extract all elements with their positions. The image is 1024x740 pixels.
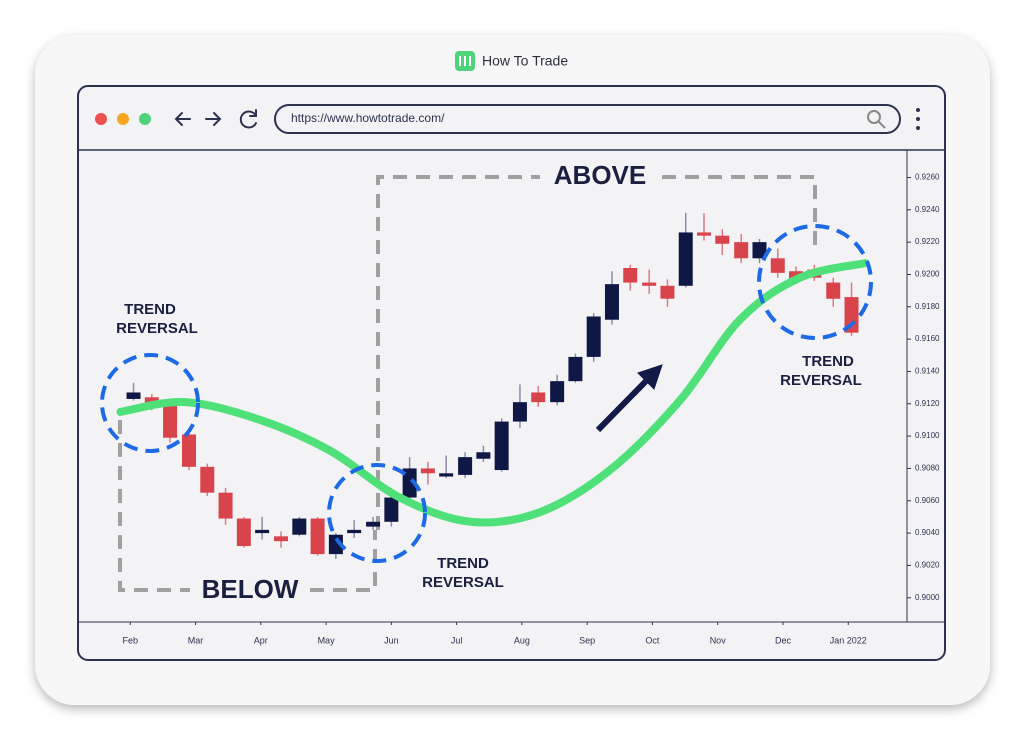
candle-body [347, 529, 362, 534]
annotation: BELOW [202, 574, 299, 604]
candle-body [218, 492, 233, 519]
candle-body [642, 282, 657, 286]
candle-body [476, 452, 491, 459]
x-tick-label: Mar [188, 635, 204, 645]
annotation: TREND [802, 353, 854, 370]
y-tick-label: 0.9180 [915, 302, 940, 311]
candle-body [366, 521, 381, 527]
candle-body [310, 518, 325, 555]
candle-body [126, 392, 141, 399]
address-bar[interactable] [274, 104, 901, 134]
x-tick-label: Nov [710, 635, 727, 645]
candle-body [182, 434, 197, 467]
candle-body [586, 316, 601, 357]
x-tick-label: Jul [451, 635, 463, 645]
candle-body [274, 536, 289, 542]
candle-body [200, 466, 215, 493]
x-tick-label: Jun [384, 635, 399, 645]
candle-body [770, 258, 785, 273]
annotation: REVERSAL [116, 320, 198, 337]
annotation: TREND [124, 301, 176, 318]
annotation: REVERSAL [422, 574, 504, 591]
menu-button[interactable] [916, 108, 920, 130]
candle-body [531, 392, 546, 403]
candle-body [236, 518, 251, 547]
y-tick-label: 0.9120 [915, 399, 940, 408]
x-tick-label: Jan 2022 [830, 635, 867, 645]
x-tick-label: Aug [514, 635, 530, 645]
browser-window [77, 85, 946, 661]
y-tick-label: 0.9200 [915, 270, 940, 279]
candle-body [458, 457, 473, 475]
candle-body [715, 235, 730, 244]
reversal-circles [100, 224, 873, 563]
candle-body [734, 242, 749, 259]
y-tick-label: 0.9260 [915, 173, 940, 182]
candle-body [568, 356, 583, 382]
y-tick-label: 0.9060 [915, 496, 940, 505]
candle-body [550, 381, 565, 403]
y-tick-label: 0.9220 [915, 237, 940, 246]
y-tick-label: 0.9040 [915, 528, 940, 537]
y-tick-label: 0.9020 [915, 561, 940, 570]
reload-button[interactable] [239, 109, 257, 129]
x-tick-label: Apr [254, 635, 268, 645]
candle-body [255, 529, 270, 534]
candle-body [826, 282, 841, 299]
candle-body [752, 242, 767, 259]
y-tick-label: 0.9240 [915, 205, 940, 214]
brand-icon-bars [459, 56, 471, 66]
back-button[interactable] [174, 112, 191, 126]
x-tick-label: Dec [775, 635, 792, 645]
candle-body [512, 402, 527, 422]
annotation: REVERSAL [780, 372, 862, 389]
candle-body [660, 285, 675, 299]
annotation: ABOVE [554, 160, 646, 190]
candle-body [678, 232, 693, 286]
brand-name: How To Trade [482, 53, 568, 69]
candle-body [604, 284, 619, 320]
maximize-dot[interactable] [139, 113, 151, 125]
trend-arrow [595, 364, 663, 433]
close-dot[interactable] [95, 113, 107, 125]
y-tick-label: 0.9080 [915, 464, 940, 473]
trend-curve [116, 259, 870, 527]
annotation: TREND [437, 555, 489, 572]
candle-body [420, 468, 435, 474]
x-tick-label: Oct [645, 635, 660, 645]
candle-body [163, 402, 178, 438]
y-tick-label: 0.9100 [915, 431, 940, 440]
y-tick-label: 0.9000 [915, 593, 940, 602]
y-tick-label: 0.9140 [915, 367, 940, 376]
candle-body [623, 268, 638, 283]
candle-body [384, 497, 399, 522]
dashed-guides [118, 175, 817, 592]
url: https://www.howtotrade.com/ [291, 111, 445, 125]
x-tick-label: Sep [579, 635, 595, 645]
candle-body [697, 232, 712, 236]
candle-body [494, 421, 509, 471]
minimize-dot[interactable] [117, 113, 129, 125]
y-tick-label: 0.9160 [915, 334, 940, 343]
search-icon[interactable] [867, 110, 886, 129]
forward-button[interactable] [205, 112, 222, 126]
x-tick-label: May [318, 635, 336, 645]
candle-body [402, 468, 417, 498]
x-tick-label: Feb [123, 635, 139, 645]
candle-body [439, 473, 454, 477]
candle-body [292, 518, 307, 535]
